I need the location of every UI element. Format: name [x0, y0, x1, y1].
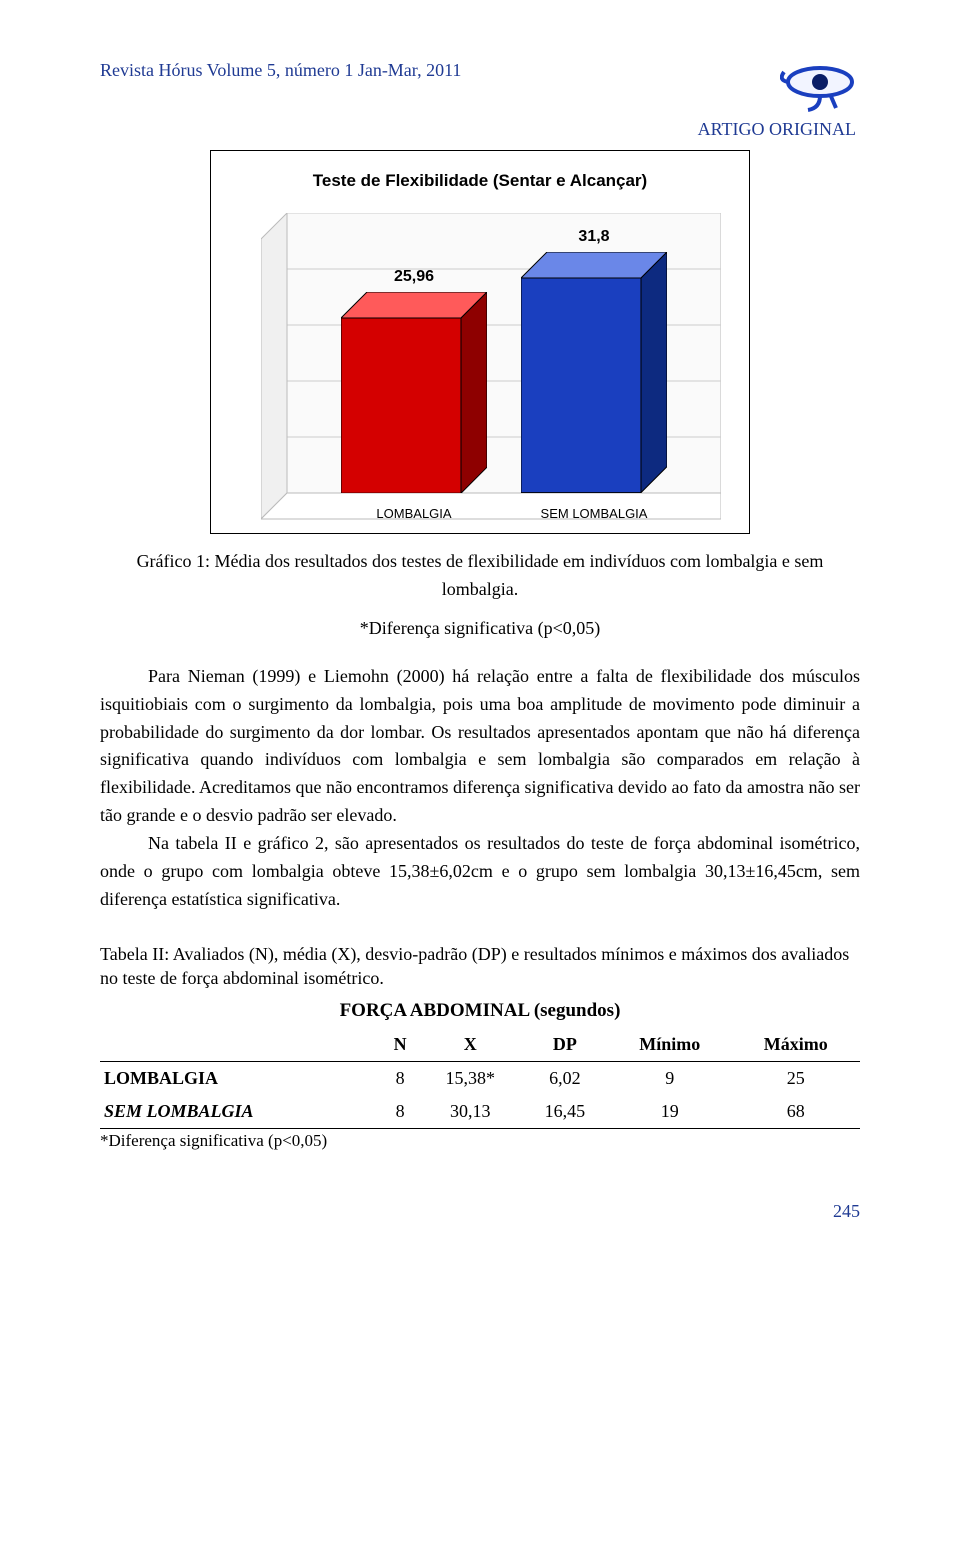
table-header: DP — [522, 1028, 609, 1062]
paragraph-1: Para Nieman (1999) e Liemohn (2000) há r… — [100, 663, 860, 830]
horus-eye-logo — [780, 60, 860, 115]
paragraph-2: Na tabela II e gráfico 2, são apresentad… — [100, 830, 860, 914]
chart-bar: 25,96LOMBALGIA — [341, 292, 487, 493]
flexibility-chart: Teste de Flexibilidade (Sentar e Alcança… — [210, 150, 750, 534]
table-cell: 9 — [608, 1062, 731, 1096]
table-header — [100, 1028, 381, 1062]
table-header: N — [381, 1028, 419, 1062]
page-number: 245 — [100, 1201, 860, 1222]
table-row: SEM LOMBALGIA830,1316,451968 — [100, 1095, 860, 1129]
table-cell: LOMBALGIA — [100, 1062, 381, 1096]
table-title: FORÇA ABDOMINAL (segundos) — [100, 1000, 860, 1022]
table-cell: 68 — [731, 1095, 860, 1129]
figure-note: *Diferença significativa (p<0,05) — [100, 618, 860, 639]
table-row: LOMBALGIA815,38*6,02925 — [100, 1062, 860, 1096]
journal-header: Revista Hórus Volume 5, número 1 Jan-Mar… — [100, 60, 461, 81]
force-table: NXDPMínimoMáximo LOMBALGIA815,38*6,02925… — [100, 1028, 860, 1129]
table-header: X — [419, 1028, 522, 1062]
table-cell: 8 — [381, 1062, 419, 1096]
figure-caption: Gráfico 1: Média dos resultados dos test… — [110, 548, 850, 604]
section-label: ARTIGO ORIGINAL — [100, 119, 856, 140]
table-cell: 8 — [381, 1095, 419, 1129]
table-cell: SEM LOMBALGIA — [100, 1095, 381, 1129]
bar-value-label: 31,8 — [578, 228, 609, 246]
bar-value-label: 25,96 — [394, 268, 434, 286]
table-note: *Diferença significativa (p<0,05) — [100, 1131, 860, 1151]
table-cell: 30,13 — [419, 1095, 522, 1129]
table-cell: 15,38* — [419, 1062, 522, 1096]
table-header: Máximo — [731, 1028, 860, 1062]
bar-category-label: LOMBALGIA — [376, 506, 451, 521]
table-cell: 25 — [731, 1062, 860, 1096]
table-caption: Tabela II: Avaliados (N), média (X), des… — [100, 942, 860, 991]
bar-category-label: SEM LOMBALGIA — [541, 506, 648, 521]
table-cell: 19 — [608, 1095, 731, 1129]
chart-title: Teste de Flexibilidade (Sentar e Alcança… — [231, 171, 729, 191]
chart-bar: 31,8SEM LOMBALGIA — [521, 252, 667, 493]
table-header: Mínimo — [608, 1028, 731, 1062]
body-text: Para Nieman (1999) e Liemohn (2000) há r… — [100, 663, 860, 914]
table-cell: 6,02 — [522, 1062, 609, 1096]
table-cell: 16,45 — [522, 1095, 609, 1129]
